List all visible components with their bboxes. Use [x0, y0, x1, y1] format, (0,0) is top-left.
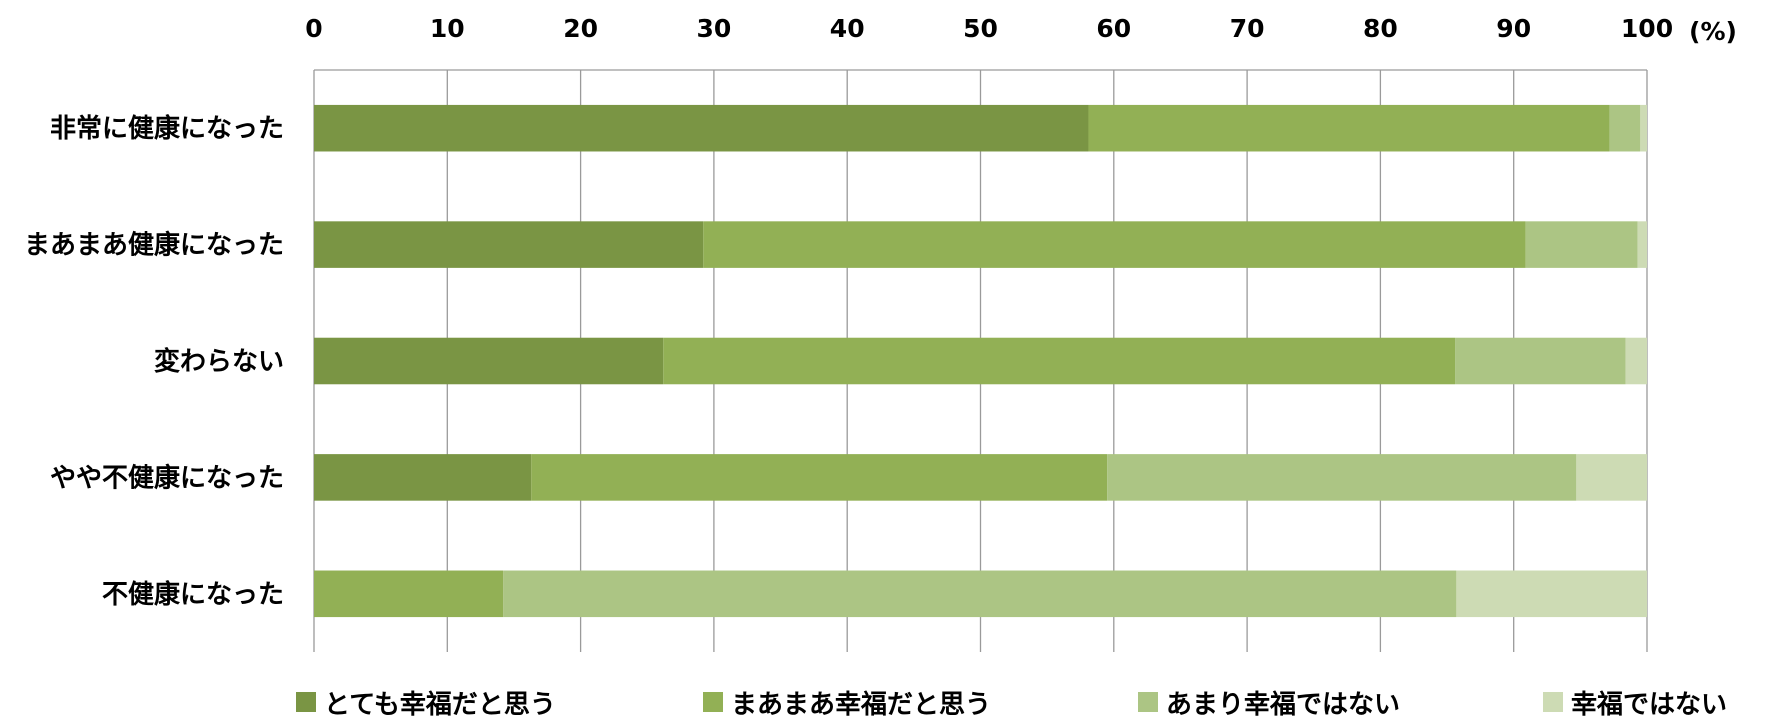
- category-label: 非常に健康になった: [50, 113, 284, 144]
- legend-item: あまり幸福ではない: [1138, 682, 1400, 722]
- bar-segment: [1640, 104, 1647, 152]
- bar-segment: [663, 337, 1456, 385]
- bar-segment: [1576, 454, 1647, 501]
- legend: とても幸福だと思う まあまあ幸福だと思う あまり幸福ではない 幸福ではない: [0, 682, 1767, 722]
- legend-swatch: [296, 692, 316, 712]
- bar-segment: [314, 570, 504, 618]
- x-tick-label: 30: [697, 14, 732, 43]
- x-tick-label: 50: [963, 14, 998, 43]
- x-tick-label: 40: [830, 14, 865, 43]
- category-label: やや不健康になった: [50, 462, 284, 493]
- bars: [314, 104, 1647, 618]
- bar-segment: [503, 570, 1457, 618]
- unit-label: (%): [1689, 17, 1737, 46]
- x-tick-label: 70: [1230, 14, 1265, 43]
- x-tick-label: 0: [305, 14, 322, 43]
- legend-label: 幸福ではない: [1571, 689, 1728, 720]
- bar-segment: [314, 221, 704, 268]
- x-tick-label: 90: [1496, 14, 1531, 43]
- x-tick-label: 10: [430, 14, 465, 43]
- bar-segment: [314, 104, 1089, 152]
- bar-segment: [1625, 337, 1647, 385]
- legend-item: まあまあ幸福だと思う: [703, 682, 991, 722]
- bar-segment: [531, 454, 1108, 501]
- bar-segment: [1609, 104, 1641, 152]
- legend-item: 幸福ではない: [1543, 682, 1727, 722]
- bar-segment: [703, 221, 1526, 268]
- bar-segment: [1456, 570, 1647, 618]
- legend-swatch: [1543, 692, 1563, 712]
- bar-segment: [1088, 104, 1610, 152]
- bar-segment: [1637, 221, 1647, 268]
- bar-segment: [314, 454, 532, 501]
- bar-segment: [1107, 454, 1577, 501]
- category-label: 不健康になった: [102, 579, 284, 610]
- x-tick-label: 60: [1096, 14, 1131, 43]
- legend-swatch: [703, 692, 723, 712]
- legend-swatch: [1138, 692, 1158, 712]
- x-tick-label: 100: [1621, 14, 1673, 43]
- x-tick-label: 20: [563, 14, 598, 43]
- x-axis-ticks: 0 10 20 30 40 50 60 70 80 90 100: [305, 14, 1673, 43]
- legend-label: とても幸福だと思う: [324, 689, 556, 720]
- category-label: 変わらない: [154, 346, 284, 377]
- legend-label: あまり幸福ではない: [1166, 689, 1401, 720]
- legend-label: まあまあ幸福だと思う: [731, 689, 992, 720]
- category-label: まあまあ健康になった: [24, 230, 284, 261]
- bar-segment: [1525, 221, 1638, 268]
- legend-item: とても幸福だと思う: [296, 682, 556, 722]
- bar-segment: [1455, 337, 1626, 385]
- bar-segment: [314, 337, 664, 385]
- x-tick-label: 80: [1363, 14, 1398, 43]
